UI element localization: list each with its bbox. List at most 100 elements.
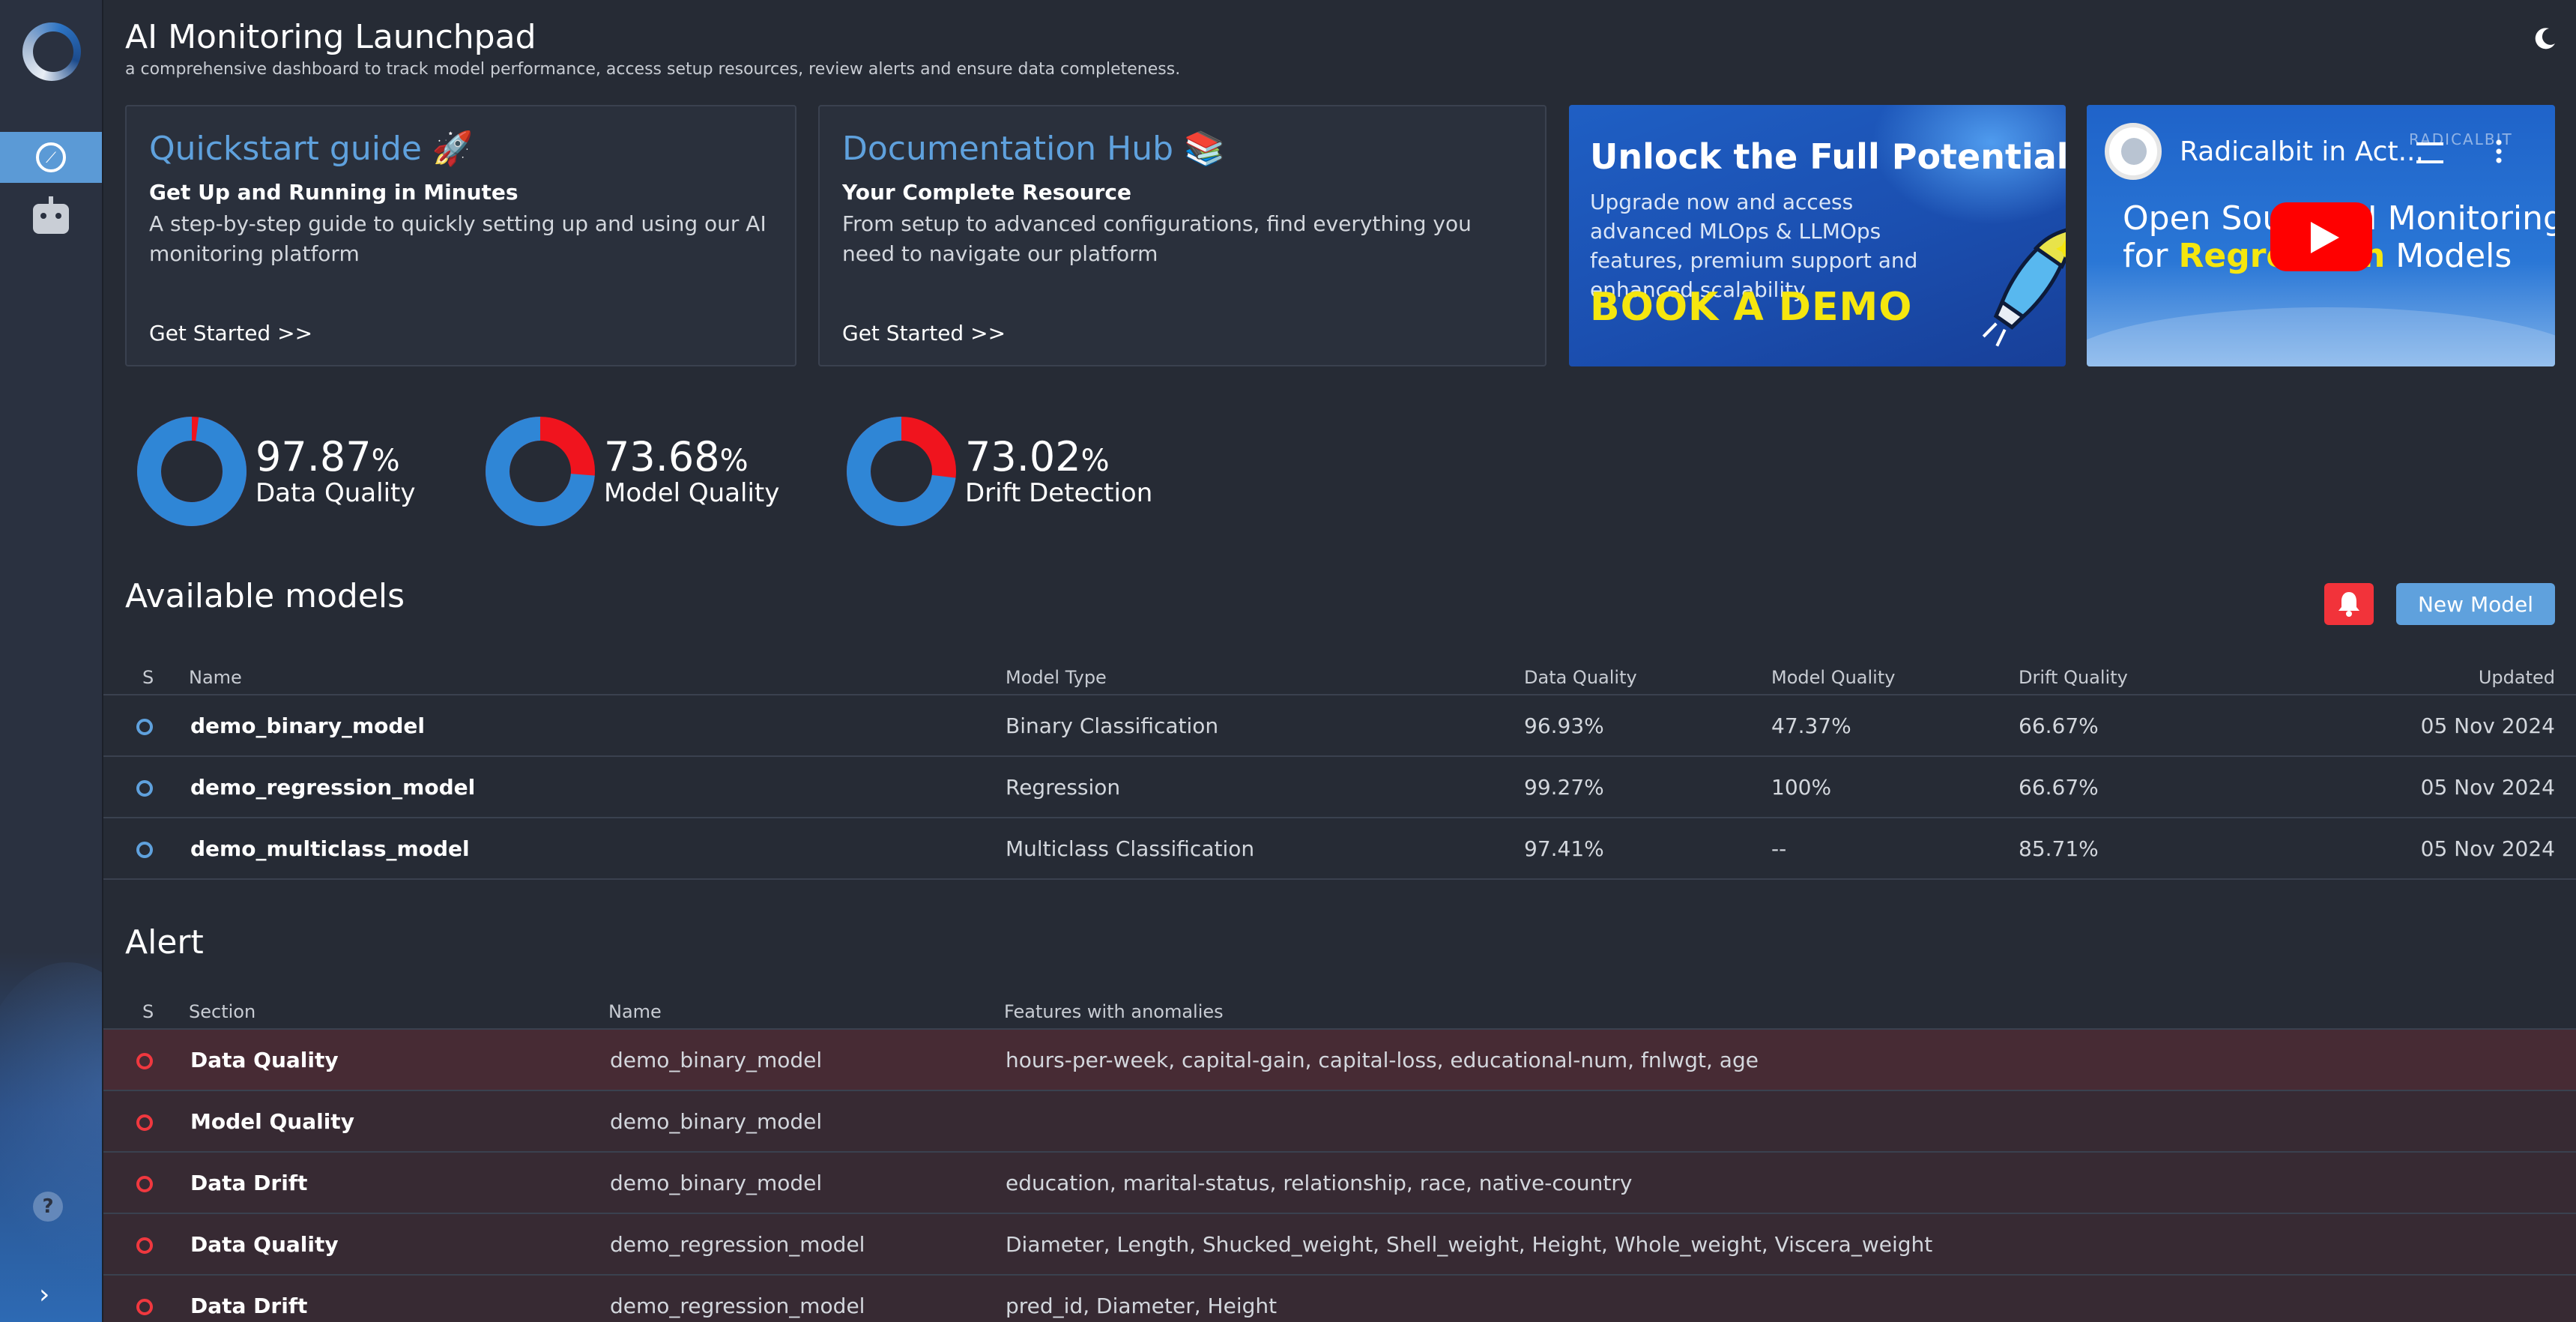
stat-label: Model Quality [604,478,780,508]
drift-quality-value: 66.67% [2019,713,2099,738]
expand-sidebar-icon[interactable]: › [39,1279,50,1310]
alert-section: Model Quality [190,1109,354,1134]
alert-status-indicator [136,1299,153,1315]
bell-icon [2338,592,2359,617]
alert-features: education, marital-status, relationship,… [1006,1171,1633,1195]
status-indicator [136,842,153,858]
table-row[interactable]: Data Quality demo_regression_model Diame… [103,1214,2576,1276]
donut-value-segment [486,417,595,526]
column-header-section[interactable]: Section [189,1001,256,1022]
playlist-queue-icon[interactable] [2416,142,2443,163]
table-row[interactable]: demo_regression_model Regression 99.27% … [103,757,2576,818]
donut-chart-data-quality [137,417,247,526]
book-demo-banner[interactable]: Unlock the Full Potential Upgrade now an… [1569,105,2066,366]
models-table-header: S Name Model Type Data Quality Model Qua… [103,660,2576,695]
table-row[interactable]: Data Quality demo_binary_model hours-per… [103,1030,2576,1091]
column-header-model-quality[interactable]: Model Quality [1771,667,1896,688]
sidebar-item-models[interactable] [0,193,102,244]
model-quality-value: -- [1771,836,1787,861]
stat-model-quality: 73.68% Model Quality [486,417,779,526]
table-row[interactable]: Data Drift demo_binary_model education, … [103,1153,2576,1214]
card-description: From setup to advanced configurations, f… [842,211,1472,266]
alert-status-indicator [136,1053,153,1069]
model-type: Multiclass Classification [1006,836,1255,861]
card-title: Documentation Hub 📚 [842,130,1225,168]
new-model-button[interactable]: New Model [2396,583,2555,625]
rocket-icon [1982,227,2066,347]
updated-date: 05 Nov 2024 [2420,775,2555,800]
model-name: demo_binary_model [190,713,426,738]
alert-model-name: demo_regression_model [610,1294,865,1318]
model-name: demo_multiclass_model [190,836,470,861]
donut-value-segment [137,417,247,526]
column-header-status[interactable]: S [142,1001,154,1022]
robot-icon [33,196,69,234]
video-title[interactable]: Radicalbit in Act... [2180,136,2424,167]
model-type: Regression [1006,775,1121,800]
get-started-link[interactable]: Get Started >> [149,321,313,345]
model-type: Binary Classification [1006,713,1219,738]
alert-status-indicator [136,1176,153,1192]
stat-value: 97.87% [256,433,400,480]
moon-icon[interactable] [2533,25,2558,51]
donut-chart-model-quality [486,417,595,526]
channel-avatar[interactable] [2105,123,2162,180]
help-icon[interactable]: ? [33,1192,63,1222]
play-button-icon[interactable] [2270,202,2372,271]
stat-drift-detection: 73.02% Drift Detection [847,417,1161,526]
alert-section: Data Drift [190,1171,308,1195]
stat-label: Drift Detection [965,478,1153,508]
model-name: demo_regression_model [190,775,476,800]
data-quality-value: 96.93% [1524,713,1604,738]
alert-status-indicator [136,1114,153,1131]
alert-section: Data Drift [190,1294,308,1318]
app-logo[interactable] [22,22,81,81]
column-header-name[interactable]: Name [189,667,242,688]
status-indicator [136,719,153,735]
more-options-icon[interactable] [2496,138,2502,165]
documentation-card[interactable]: Documentation Hub 📚 Your Complete Resour… [818,105,1546,366]
column-header-updated[interactable]: Updated [2478,667,2555,688]
card-title: Quickstart guide 🚀 [149,130,474,168]
quickstart-card[interactable]: Quickstart guide 🚀 Get Up and Running in… [125,105,796,366]
card-subtitle: Get Up and Running in Minutes [149,180,518,205]
table-row[interactable]: demo_binary_model Binary Classification … [103,695,2576,757]
book-demo-button[interactable]: BOOK A DEMO [1590,285,1913,330]
updated-date: 05 Nov 2024 [2420,713,2555,738]
stat-value: 73.68% [604,433,749,480]
alert-model-name: demo_binary_model [610,1171,823,1195]
column-header-drift-quality[interactable]: Drift Quality [2019,667,2128,688]
banner-description: Upgrade now and access advanced MLOps & … [1590,190,1918,302]
column-header-features[interactable]: Features with anomalies [1004,1001,1224,1022]
video-embed[interactable]: Radicalbit in Act... RADICALBIT Open Sou… [2087,105,2555,366]
donut-value-segment [847,417,956,526]
table-row[interactable]: Model Quality demo_binary_model [103,1091,2576,1153]
alert-features: hours-per-week, capital-gain, capital-lo… [1006,1048,1759,1072]
data-quality-value: 97.41% [1524,836,1604,861]
column-header-data-quality[interactable]: Data Quality [1524,667,1637,688]
sidebar-item-launchpad[interactable]: ⟋ [0,132,102,183]
alert-model-name: demo_binary_model [610,1048,823,1072]
alerts-table-header: S Section Name Features with anomalies [103,994,2576,1030]
column-header-status[interactable]: S [142,667,154,688]
gauge-icon: ⟋ [36,142,66,172]
model-quality-value: 100% [1771,775,1832,800]
sidebar: ⟋ ? › [0,0,103,1322]
video-brand-watermark: RADICALBIT [2409,130,2513,148]
alert-model-name: demo_binary_model [610,1109,823,1134]
table-row[interactable]: demo_multiclass_model Multiclass Classif… [103,818,2576,880]
get-started-link[interactable]: Get Started >> [842,321,1006,345]
alert-section: Data Quality [190,1232,339,1257]
status-indicator [136,780,153,797]
data-quality-value: 99.27% [1524,775,1604,800]
alerts-button[interactable] [2324,583,2374,625]
alert-model-name: demo_regression_model [610,1232,865,1257]
drift-quality-value: 66.67% [2019,775,2099,800]
drift-quality-value: 85.71% [2019,836,2099,861]
column-header-name[interactable]: Name [608,1001,662,1022]
column-header-model-type[interactable]: Model Type [1006,667,1107,688]
table-row[interactable]: Data Drift demo_regression_model pred_id… [103,1276,2576,1322]
banner-title: Unlock the Full Potential [1590,136,2066,177]
donut-chart-drift-detection [847,417,956,526]
stat-data-quality: 97.87% Data Quality [137,417,422,526]
